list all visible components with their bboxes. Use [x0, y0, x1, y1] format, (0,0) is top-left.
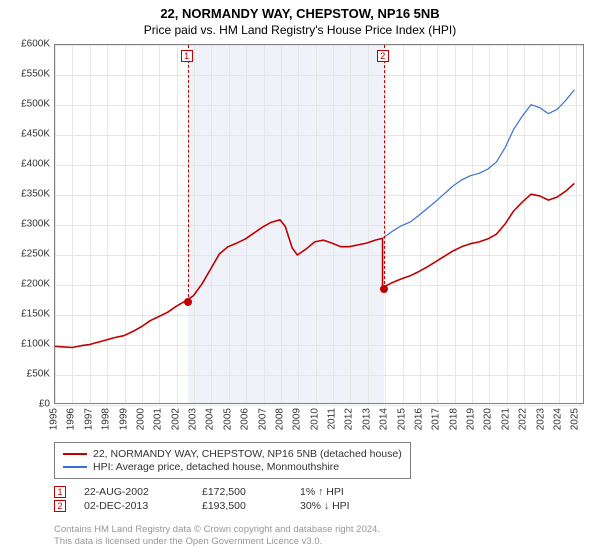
footer-line: This data is licensed under the Open Gov…	[54, 536, 380, 548]
sale-pct: 1% ↑ HPI	[300, 486, 400, 498]
sale-dot	[380, 285, 388, 293]
x-tick-label: 2005	[222, 408, 233, 430]
x-tick-label: 2021	[500, 408, 511, 430]
y-tick-label: £0	[4, 399, 50, 410]
y-tick-label: £150K	[4, 309, 50, 320]
chart-subtitle: Price paid vs. HM Land Registry's House …	[0, 21, 600, 37]
sale-marker-number: 1	[181, 50, 193, 62]
sale-row-marker: 1	[54, 486, 66, 498]
series-hpi	[383, 90, 575, 239]
x-tick-label: 2004	[205, 408, 216, 430]
plot-area	[54, 44, 584, 404]
x-tick-label: 2013	[361, 408, 372, 430]
gridline	[55, 405, 583, 406]
legend-swatch	[63, 453, 87, 455]
sale-price: £193,500	[202, 500, 282, 512]
sale-price: £172,500	[202, 486, 282, 498]
x-tick-label: 1999	[118, 408, 129, 430]
chart-title: 22, NORMANDY WAY, CHEPSTOW, NP16 5NB	[0, 0, 600, 21]
sale-date: 02-DEC-2013	[84, 500, 184, 512]
line-series-svg	[55, 45, 583, 403]
sale-marker-number: 2	[377, 50, 389, 62]
x-tick-label: 2025	[570, 408, 581, 430]
x-tick-label: 2017	[431, 408, 442, 430]
x-tick-label: 2019	[466, 408, 477, 430]
x-tick-label: 2003	[188, 408, 199, 430]
x-tick-label: 2007	[257, 408, 268, 430]
footer-attribution: Contains HM Land Registry data © Crown c…	[54, 524, 380, 549]
x-tick-label: 1995	[49, 408, 60, 430]
legend: 22, NORMANDY WAY, CHEPSTOW, NP16 5NB (de…	[54, 442, 411, 479]
series-property	[55, 183, 574, 347]
x-tick-label: 2010	[309, 408, 320, 430]
sale-marker-line	[384, 45, 385, 289]
legend-label: HPI: Average price, detached house, Monm…	[93, 461, 339, 473]
y-tick-label: £250K	[4, 249, 50, 260]
x-tick-label: 2009	[292, 408, 303, 430]
x-tick-label: 2011	[327, 408, 338, 430]
y-tick-label: £300K	[4, 219, 50, 230]
x-tick-label: 2023	[535, 408, 546, 430]
x-tick-label: 2002	[170, 408, 181, 430]
x-tick-label: 1996	[66, 408, 77, 430]
x-tick-label: 2016	[413, 408, 424, 430]
y-tick-label: £550K	[4, 69, 50, 80]
x-tick-label: 2015	[396, 408, 407, 430]
x-tick-label: 2014	[379, 408, 390, 430]
chart-container: 22, NORMANDY WAY, CHEPSTOW, NP16 5NB Pri…	[0, 0, 600, 560]
y-tick-label: £50K	[4, 369, 50, 380]
x-tick-label: 2024	[552, 408, 563, 430]
sale-dot	[184, 298, 192, 306]
x-tick-label: 1998	[101, 408, 112, 430]
legend-item: HPI: Average price, detached house, Monm…	[63, 461, 402, 473]
sale-pct: 30% ↓ HPI	[300, 500, 400, 512]
y-tick-label: £350K	[4, 189, 50, 200]
sale-row: 2 02-DEC-2013 £193,500 30% ↓ HPI	[54, 500, 400, 512]
x-tick-label: 2020	[483, 408, 494, 430]
legend-item: 22, NORMANDY WAY, CHEPSTOW, NP16 5NB (de…	[63, 448, 402, 460]
legend-swatch	[63, 466, 87, 468]
y-tick-label: £600K	[4, 39, 50, 50]
sale-marker-line	[188, 45, 189, 302]
x-tick-label: 2018	[448, 408, 459, 430]
x-tick-label: 2022	[518, 408, 529, 430]
y-tick-label: £500K	[4, 99, 50, 110]
x-tick-label: 2006	[240, 408, 251, 430]
x-tick-label: 2012	[344, 408, 355, 430]
y-tick-label: £100K	[4, 339, 50, 350]
x-tick-label: 1997	[83, 408, 94, 430]
x-tick-label: 2000	[135, 408, 146, 430]
sale-date: 22-AUG-2002	[84, 486, 184, 498]
legend-label: 22, NORMANDY WAY, CHEPSTOW, NP16 5NB (de…	[93, 448, 402, 460]
sales-table: 1 22-AUG-2002 £172,500 1% ↑ HPI 2 02-DEC-2013…	[54, 484, 400, 514]
x-tick-label: 2001	[153, 408, 164, 430]
sale-row-marker: 2	[54, 500, 66, 512]
sale-row: 1 22-AUG-2002 £172,500 1% ↑ HPI	[54, 486, 400, 498]
y-tick-label: £200K	[4, 279, 50, 290]
y-tick-label: £400K	[4, 159, 50, 170]
x-tick-label: 2008	[274, 408, 285, 430]
y-tick-label: £450K	[4, 129, 50, 140]
footer-line: Contains HM Land Registry data © Crown c…	[54, 524, 380, 536]
